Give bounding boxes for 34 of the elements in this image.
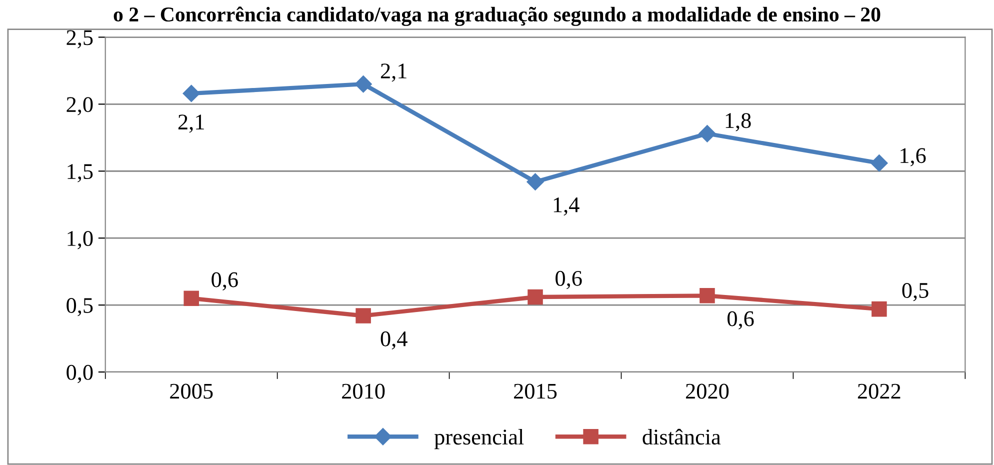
data-label: 0,6	[728, 311, 754, 330]
point	[870, 154, 888, 172]
point	[184, 290, 199, 306]
y-tick-label: 1,5	[68, 164, 93, 182]
x-tick-label: 2015	[514, 384, 557, 399]
point	[526, 173, 544, 190]
chart-title: o 2 – Concorrência candidato/vaga na graduação segundo a modalidade de ensino – 20	[114, 6, 880, 26]
y-tick-label: 2,0	[66, 97, 93, 116]
point	[354, 76, 372, 93]
legend-label: distância	[642, 428, 721, 445]
data-label: 1,4	[554, 198, 580, 216]
x-tick-label: 2022	[858, 384, 900, 399]
data-label: 0,6	[556, 270, 582, 290]
y-tick-label: 0,5	[66, 298, 93, 316]
point	[182, 84, 200, 102]
y-tick-label: 1,0	[68, 231, 93, 250]
y-tick-label: 0,0	[66, 364, 93, 384]
data-label: 2,1	[380, 64, 406, 82]
point	[698, 125, 716, 142]
point	[700, 288, 715, 304]
x-tick-label: 2010	[342, 384, 385, 399]
data-label: 1,6	[900, 148, 926, 166]
data-label: 1,8	[726, 113, 751, 132]
data-label: 0,4	[380, 331, 408, 350]
point	[356, 308, 371, 324]
data-label: 0,6	[212, 272, 238, 290]
legend-label: presencial	[434, 428, 524, 450]
data-label: 0,5	[902, 282, 928, 302]
y-tick-label: 2,5	[66, 30, 93, 48]
data-label: 2,1	[178, 114, 204, 133]
point	[872, 301, 887, 317]
x-tick-label: 2020	[686, 384, 729, 399]
point	[528, 289, 543, 305]
x-tick-label: 2005	[170, 384, 213, 399]
